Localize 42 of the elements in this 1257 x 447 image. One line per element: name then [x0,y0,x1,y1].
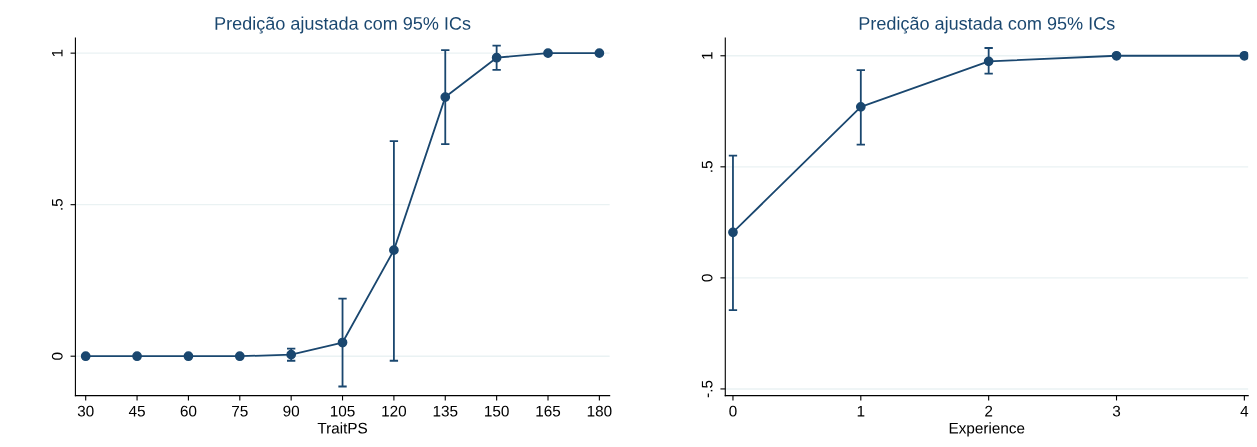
point [855,101,866,112]
point [132,351,142,362]
point [183,351,194,362]
point [543,48,553,59]
y-tick-label: 1 [701,52,713,59]
x-tick-label: 3 [1112,405,1121,417]
x-tick-label: 165 [536,405,561,417]
point [728,227,738,238]
x-tick-label: 105 [330,405,355,417]
point [1239,50,1249,61]
chart-title: Predição ajustada com 95% ICs [215,16,471,34]
point [983,56,994,67]
x-tick-label: 45 [128,405,145,417]
x-tick-label: 1 [857,405,865,417]
x-tick-label: 0 [729,405,737,417]
x-tick-label: 150 [485,405,509,417]
chart-title: Predição ajustada com 95% ICs [859,16,1115,34]
point [594,48,605,59]
x-tick-label: 4 [1240,405,1249,417]
point [389,245,399,255]
x-tick-label: 60 [180,405,197,417]
y-tick-label: 1 [52,49,63,57]
point [491,52,502,63]
y-tick-label: -.5 [701,380,713,398]
x-tick-label: 30 [77,405,94,417]
point [80,351,91,362]
x-tick-label: 75 [232,405,248,417]
y-tick-label: 0 [51,352,63,360]
y-tick-label: .5 [701,161,713,172]
x-tick-label: 90 [283,405,300,417]
point [234,351,245,362]
y-tick-label: 0 [701,274,713,282]
point [440,92,451,102]
y-tick-label: .5 [52,198,63,210]
point [337,337,348,348]
x-tick-label: 2 [985,405,993,417]
point [1111,50,1122,61]
x-axis-title: Experience [949,422,1025,437]
x-tick-label: 135 [433,405,458,417]
x-tick-label: 180 [587,405,612,417]
x-axis-title: TraitPS [317,422,368,434]
x-tick-label: 120 [382,405,407,417]
